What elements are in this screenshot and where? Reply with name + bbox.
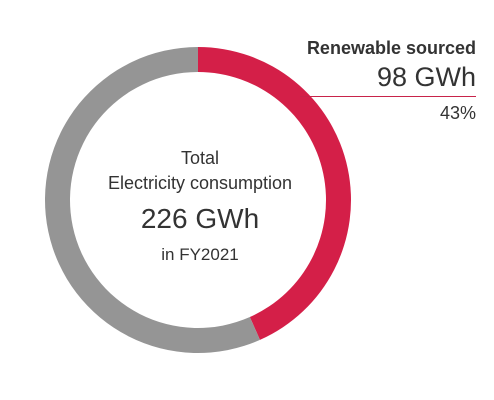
callout-value: 98 GWh	[376, 62, 476, 92]
slice-renewable	[198, 47, 351, 340]
slice-other	[45, 47, 260, 353]
center-period: in FY2021	[161, 245, 239, 264]
callout-percent: 43%	[439, 103, 476, 123]
center-label-electricity: Electricity consumption	[107, 173, 293, 193]
center-label-total: Total	[180, 148, 220, 168]
donut-slices	[45, 47, 351, 353]
center-total-value: 226 GWh	[140, 203, 260, 234]
callout-title: Renewable sourced	[306, 38, 476, 58]
callout-leader-line	[300, 96, 476, 97]
